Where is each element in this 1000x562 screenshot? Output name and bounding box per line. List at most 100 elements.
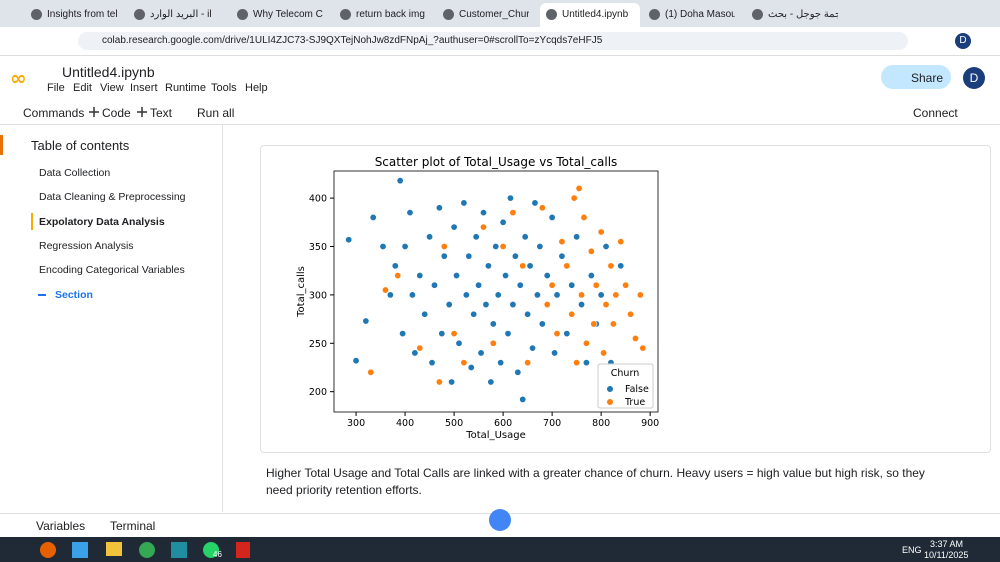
point — [482, 301, 490, 309]
point — [504, 330, 512, 338]
tab[interactable]: return back img — [334, 3, 434, 27]
run-all[interactable]: Run all — [197, 106, 235, 120]
point — [509, 301, 517, 309]
app-icon[interactable] — [203, 542, 219, 558]
x-tick-label: 700 — [543, 418, 561, 429]
tab-title[interactable]: ترجمة جوجل - بحث — [768, 9, 838, 20]
app-icon[interactable] — [139, 542, 155, 558]
point — [551, 349, 559, 357]
add-section[interactable]: Section — [55, 289, 93, 301]
point — [563, 262, 571, 270]
avatar[interactable]: D — [963, 67, 985, 89]
profile[interactable]: D — [955, 33, 971, 49]
app-icon[interactable] — [40, 542, 56, 558]
point — [386, 291, 394, 299]
menu-item[interactable]: Tools — [211, 82, 237, 94]
commands[interactable]: Commands — [23, 106, 85, 120]
address-bar[interactable] — [78, 32, 908, 50]
point — [597, 291, 605, 299]
point — [438, 330, 446, 338]
point — [502, 272, 510, 280]
tab-icon — [546, 9, 557, 20]
point — [477, 349, 485, 357]
time[interactable]: 3:37 AM — [930, 539, 964, 549]
share-label[interactable]: Share — [911, 71, 944, 85]
menu-item[interactable]: File — [47, 82, 65, 94]
menu-item[interactable]: View — [100, 82, 124, 94]
gemini-button[interactable] — [489, 509, 511, 531]
menu-item[interactable]: Help — [245, 82, 268, 94]
tab[interactable]: Customer_Churn — [437, 3, 537, 27]
point — [607, 262, 615, 270]
menu-item[interactable]: Insert — [130, 82, 158, 94]
date[interactable]: 10/11/2025 — [924, 550, 969, 560]
tab-title[interactable]: Customer_Churn — [459, 9, 529, 20]
tab[interactable]: البريد الوارد - il — [128, 3, 228, 27]
point — [531, 199, 539, 207]
menu-item[interactable]: Runtime — [165, 82, 206, 94]
point — [519, 262, 527, 270]
x-tick-label: 900 — [641, 418, 659, 429]
tab-title[interactable]: Why Telecom Cu — [253, 9, 323, 20]
toc-item[interactable]: Expolatory Data Analysis — [39, 215, 165, 228]
notebook-name[interactable]: Untitled4.ipynb — [62, 64, 155, 80]
point — [582, 339, 590, 347]
tab[interactable]: ترجمة جوجل - بحث — [746, 3, 846, 27]
point — [622, 281, 630, 289]
point — [362, 317, 370, 325]
point — [524, 310, 532, 318]
tab[interactable]: (1) Doha Masou — [643, 3, 743, 27]
point — [426, 233, 434, 241]
app-icon[interactable] — [171, 542, 187, 558]
toc-item[interactable]: Data Cleaning & Preprocessing — [39, 191, 186, 204]
point — [484, 262, 492, 270]
plus — [38, 294, 46, 296]
tab-title[interactable]: return back img — [356, 9, 425, 20]
point — [391, 262, 399, 270]
tab-title[interactable]: Untitled4.ipynb — [562, 9, 629, 20]
app-icon[interactable] — [236, 542, 250, 558]
add-code[interactable]: Code — [102, 106, 131, 120]
y-tick-label: 400 — [309, 194, 327, 205]
point — [475, 281, 483, 289]
tab[interactable]: Why Telecom Cu — [231, 3, 331, 27]
tab[interactable]: Insights from tel — [25, 3, 125, 27]
bottom-bar: Variables Terminal — [0, 509, 1000, 538]
point — [558, 252, 566, 260]
app-icon[interactable] — [106, 542, 122, 556]
point — [462, 291, 470, 299]
add-text[interactable]: Text — [150, 106, 173, 120]
tab-title[interactable]: البريد الوارد - il — [150, 9, 212, 20]
toc-item[interactable]: Encoding Categorical Variables — [39, 264, 185, 277]
toc-item[interactable]: Data Collection — [39, 167, 111, 179]
point — [416, 272, 424, 280]
variables[interactable]: Variables — [36, 519, 86, 533]
text-cell: Higher Total Usage and Total Calls are l… — [266, 466, 925, 497]
point — [597, 228, 605, 236]
point — [369, 213, 377, 221]
share-button[interactable]: Share — [881, 65, 951, 89]
point — [553, 330, 561, 338]
terminal[interactable]: Terminal — [110, 519, 156, 533]
point — [538, 320, 546, 328]
tab-title[interactable]: (1) Doha Masou — [665, 9, 735, 20]
point — [612, 291, 620, 299]
app-icon[interactable] — [72, 542, 88, 558]
point — [587, 247, 595, 255]
url[interactable]: colab.research.google.com/drive/1ULI4ZJC… — [102, 35, 603, 46]
point — [489, 339, 497, 347]
tab-icon — [134, 9, 145, 20]
legend-label: True — [624, 397, 645, 408]
menu-item[interactable]: Edit — [73, 82, 92, 94]
language[interactable]: ENG — [902, 545, 922, 555]
toc-item[interactable]: Regression Analysis — [39, 239, 134, 252]
tab-icon — [443, 9, 454, 20]
point — [639, 344, 647, 352]
connect[interactable]: Connect — [913, 106, 958, 120]
plus-icon — [137, 107, 147, 117]
point — [467, 363, 475, 371]
tab[interactable]: Untitled4.ipynb — [540, 3, 640, 27]
point — [600, 349, 608, 357]
tab-title[interactable]: Insights from tel — [47, 9, 117, 20]
